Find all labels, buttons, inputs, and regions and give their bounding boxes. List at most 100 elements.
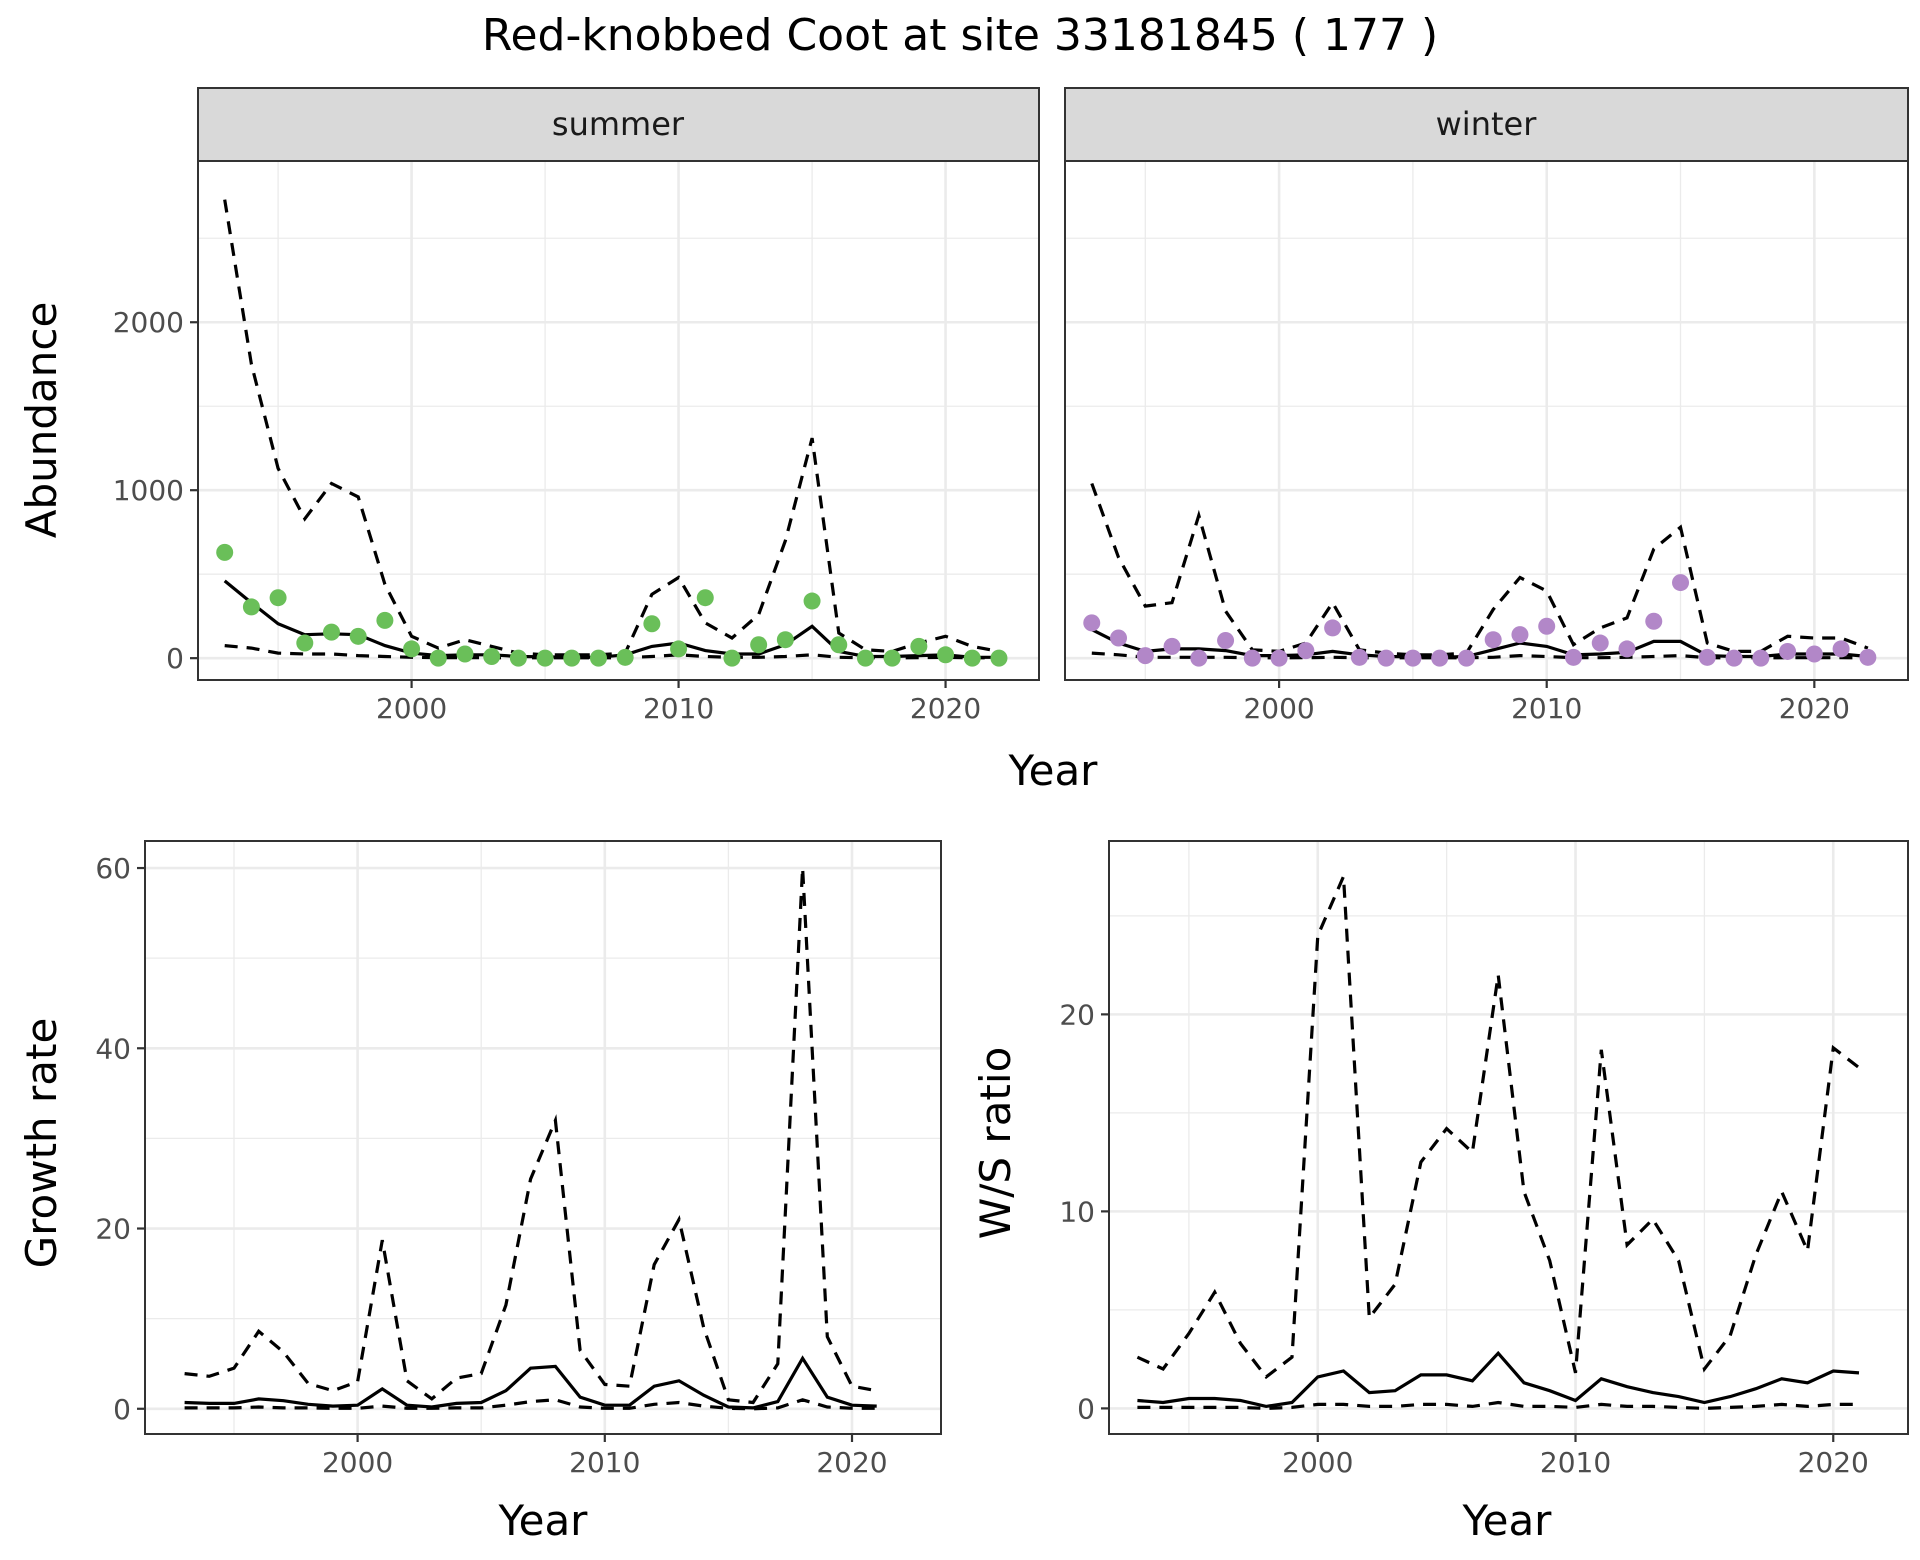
data-point [883, 649, 901, 667]
x-axis-title: Year [1008, 746, 1099, 795]
data-point [403, 640, 421, 658]
x-tick-label: 2020 [1798, 1446, 1869, 1479]
strip-background [1064, 87, 1909, 162]
chart-title: Red-knobbed Coot at site 33181845 ( 177 … [482, 10, 1438, 61]
x-tick-label: 2000 [322, 1446, 393, 1479]
data-point [1511, 626, 1529, 644]
data-point [990, 649, 1008, 667]
y-tick-label: 20 [95, 1213, 131, 1246]
x-tick-label: 2000 [1282, 1446, 1353, 1479]
facet-winter: winter [1064, 87, 1909, 162]
data-point [856, 649, 874, 667]
data-point [750, 636, 768, 654]
data-point [1217, 632, 1235, 650]
y-tick-label: 0 [166, 642, 184, 675]
data-point [1163, 637, 1181, 655]
data-point [349, 627, 367, 645]
data-point [1350, 648, 1368, 666]
data-point [1431, 649, 1449, 667]
upper-bound-line [223, 199, 1000, 657]
data-point [296, 634, 314, 652]
data-point [696, 589, 714, 607]
data-point [1805, 645, 1823, 663]
y-tick-label: 0 [1077, 1392, 1095, 1425]
data-point [1591, 634, 1609, 652]
lower-bound-line [1137, 1400, 1859, 1411]
abundance-panel: summer winter Year Abundance 2000 2010 202… [17, 87, 1909, 795]
data-point [1538, 617, 1556, 635]
x-tick-label: 2020 [816, 1446, 887, 1479]
data-point [1618, 640, 1636, 658]
y-tick-label: 60 [95, 852, 131, 885]
y-tick-label: 2000 [113, 306, 184, 339]
facet-plot-winter: 2000 2010 2020 [1064, 160, 1909, 725]
data-point [723, 649, 741, 667]
data-point [616, 648, 634, 666]
strip-label-summer: summer [552, 105, 685, 143]
ws-ratio-panel: Year W/S ratio 2000 2010 2020 0 10 20 [971, 840, 1909, 1545]
y-axis-title: W/S ratio [971, 1047, 1020, 1240]
panel-border [1064, 160, 1909, 681]
x-tick-label: 2000 [376, 692, 447, 725]
y-tick-label: 1000 [113, 474, 184, 507]
data-point [643, 615, 661, 633]
data-point [1484, 631, 1502, 649]
x-tick-label: 2000 [1243, 692, 1314, 725]
x-tick-label: 2020 [910, 692, 981, 725]
y-tick-label: 40 [95, 1032, 131, 1065]
lower-bound-line [184, 1398, 877, 1411]
data-point [803, 592, 821, 610]
data-point [242, 598, 260, 616]
data-point [670, 640, 688, 658]
growth-plot: 2000 2010 2020 0 20 40 60 [95, 840, 942, 1479]
data-point [1752, 649, 1770, 667]
y-axis-title: Growth rate [17, 1018, 66, 1269]
ratio-plot: 2000 2010 2020 0 10 20 [1059, 840, 1909, 1479]
y-tick-label: 10 [1059, 1195, 1095, 1228]
y-tick-label: 0 [113, 1393, 131, 1426]
facet-summer: summer [197, 87, 1040, 162]
data-point [322, 623, 340, 641]
x-axis-title: Year [1462, 1496, 1553, 1545]
x-tick-label: 2010 [643, 692, 714, 725]
data-point [1243, 649, 1261, 667]
estimate-line [1137, 1350, 1860, 1409]
data-point [456, 645, 474, 663]
data-point [1672, 574, 1690, 592]
data-point [963, 649, 981, 667]
upper-bound-line [1136, 875, 1860, 1380]
panel-border [144, 840, 942, 1435]
data-point [937, 646, 955, 664]
data-point [1083, 614, 1101, 632]
data-point [1297, 642, 1315, 660]
data-point [1377, 649, 1395, 667]
data-point [1190, 649, 1208, 667]
data-point [776, 631, 794, 649]
data-point [1698, 648, 1716, 666]
data-point [216, 543, 234, 561]
data-point [376, 611, 394, 629]
upper-bound-line [184, 867, 877, 1405]
data-point [1110, 629, 1128, 647]
growth-rate-panel: Year Growth rate 2000 2010 2020 0 20 40 60 [17, 840, 942, 1545]
facet-plot-summer: 2000 2010 2020 0 1000 2000 [113, 160, 1040, 725]
data-point [1645, 612, 1663, 630]
y-tick-label: 20 [1059, 998, 1095, 1031]
data-point [269, 589, 287, 607]
data-point [429, 649, 447, 667]
data-point [910, 637, 928, 655]
data-point [1779, 642, 1797, 660]
x-tick-label: 2020 [1779, 692, 1850, 725]
data-point [1457, 649, 1475, 667]
data-point [483, 647, 501, 665]
data-point [1136, 647, 1154, 665]
data-point [1564, 648, 1582, 666]
data-point [1404, 649, 1422, 667]
data-point [536, 649, 554, 667]
panel-border [197, 160, 1040, 681]
data-point [1270, 649, 1288, 667]
data-point [1859, 648, 1877, 666]
data-point [830, 636, 848, 654]
